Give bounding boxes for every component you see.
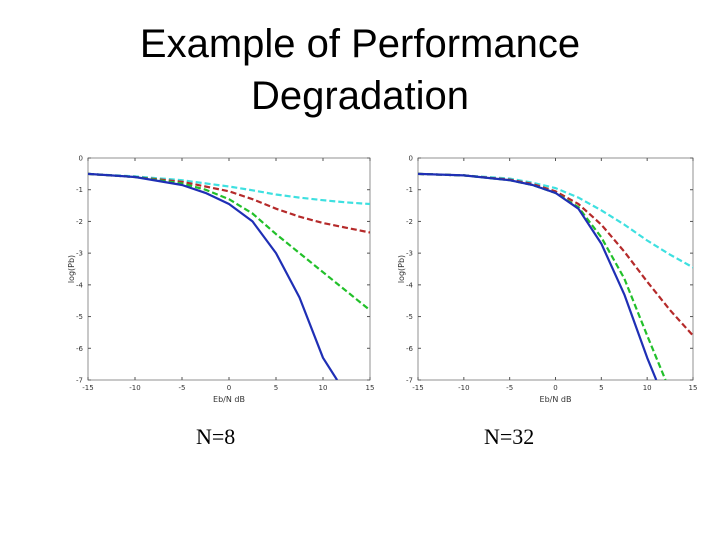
y-tick-label: -5 <box>406 313 413 321</box>
y-tick-label: -1 <box>406 186 413 194</box>
y-tick-label: -2 <box>76 218 83 226</box>
title-line-1: Example of Performance <box>139 22 581 66</box>
slide-title: Example of Performance Degradation <box>0 18 720 122</box>
y-tick-label: 0 <box>79 155 83 163</box>
series-line-3 <box>88 172 370 206</box>
y-axis-label: log(Pb) <box>67 255 76 283</box>
y-axis-label: log(Pb) <box>397 255 406 283</box>
y-tick-label: -2 <box>406 218 413 226</box>
chart-n32-svg: -15 -10 -5 0 5 10 15 0 -1 -2 -3 -4 -5 -6 -7 Eb/N dB log(… <box>397 155 698 405</box>
x-tick-label: -15 <box>412 384 423 392</box>
x-tick-label: 10 <box>319 384 328 392</box>
x-axis-label: Eb/N dB <box>540 395 572 404</box>
caption-n32: N=32 <box>484 424 535 449</box>
y-tick-label: -6 <box>406 345 414 353</box>
plot-frame <box>87 157 371 381</box>
x-tick-label: 15 <box>366 384 375 392</box>
y-tick-label: 0 <box>409 155 413 163</box>
y-tick-label: -3 <box>406 250 413 258</box>
y-tick-label: -5 <box>76 313 83 321</box>
x-tick-label: -10 <box>458 384 469 392</box>
x-axis-label: Eb/N dB <box>213 395 245 404</box>
chart-n8: -15 -10 -5 0 5 10 15 0 -1 -2 -3 -4 -5 -6 -7 Eb/N dB log(… <box>62 140 387 415</box>
y-tick-label: -7 <box>76 377 83 385</box>
y-tick-label: -1 <box>76 186 83 194</box>
x-tick-label: -5 <box>179 384 186 392</box>
x-tick-label: 15 <box>689 384 698 392</box>
series-line-2 <box>88 172 370 234</box>
y-tick-label: -6 <box>76 345 84 353</box>
title-line-2: Degradation <box>251 74 469 118</box>
chart-n8-svg: -15 -10 -5 0 5 10 15 0 -1 -2 -3 -4 -5 -6 -7 Eb/N dB log(… <box>67 155 375 405</box>
series-line-1 <box>88 172 370 312</box>
y-tick-label: -4 <box>76 281 84 289</box>
y-tick-label: -4 <box>406 281 414 289</box>
x-tick-label: 0 <box>227 384 231 392</box>
caption-n8: N=8 <box>196 424 236 449</box>
x-tick-label: -10 <box>129 384 140 392</box>
x-tick-label: -5 <box>506 384 513 392</box>
y-tick-label: -3 <box>76 250 83 258</box>
x-tick-label: 5 <box>274 384 278 392</box>
chart-n32: -15 -10 -5 0 5 10 15 0 -1 -2 -3 -4 -5 -6 -7 Eb/N dB log(… <box>392 140 717 415</box>
x-tick-label: 5 <box>599 384 603 392</box>
x-tick-label: 0 <box>553 384 557 392</box>
x-tick-label: -15 <box>82 384 93 392</box>
plot-frame <box>417 157 694 381</box>
series-line-0 <box>88 172 339 380</box>
x-tick-label: 10 <box>643 384 652 392</box>
y-tick-label: -7 <box>406 377 413 385</box>
series-line-0 <box>418 172 658 380</box>
